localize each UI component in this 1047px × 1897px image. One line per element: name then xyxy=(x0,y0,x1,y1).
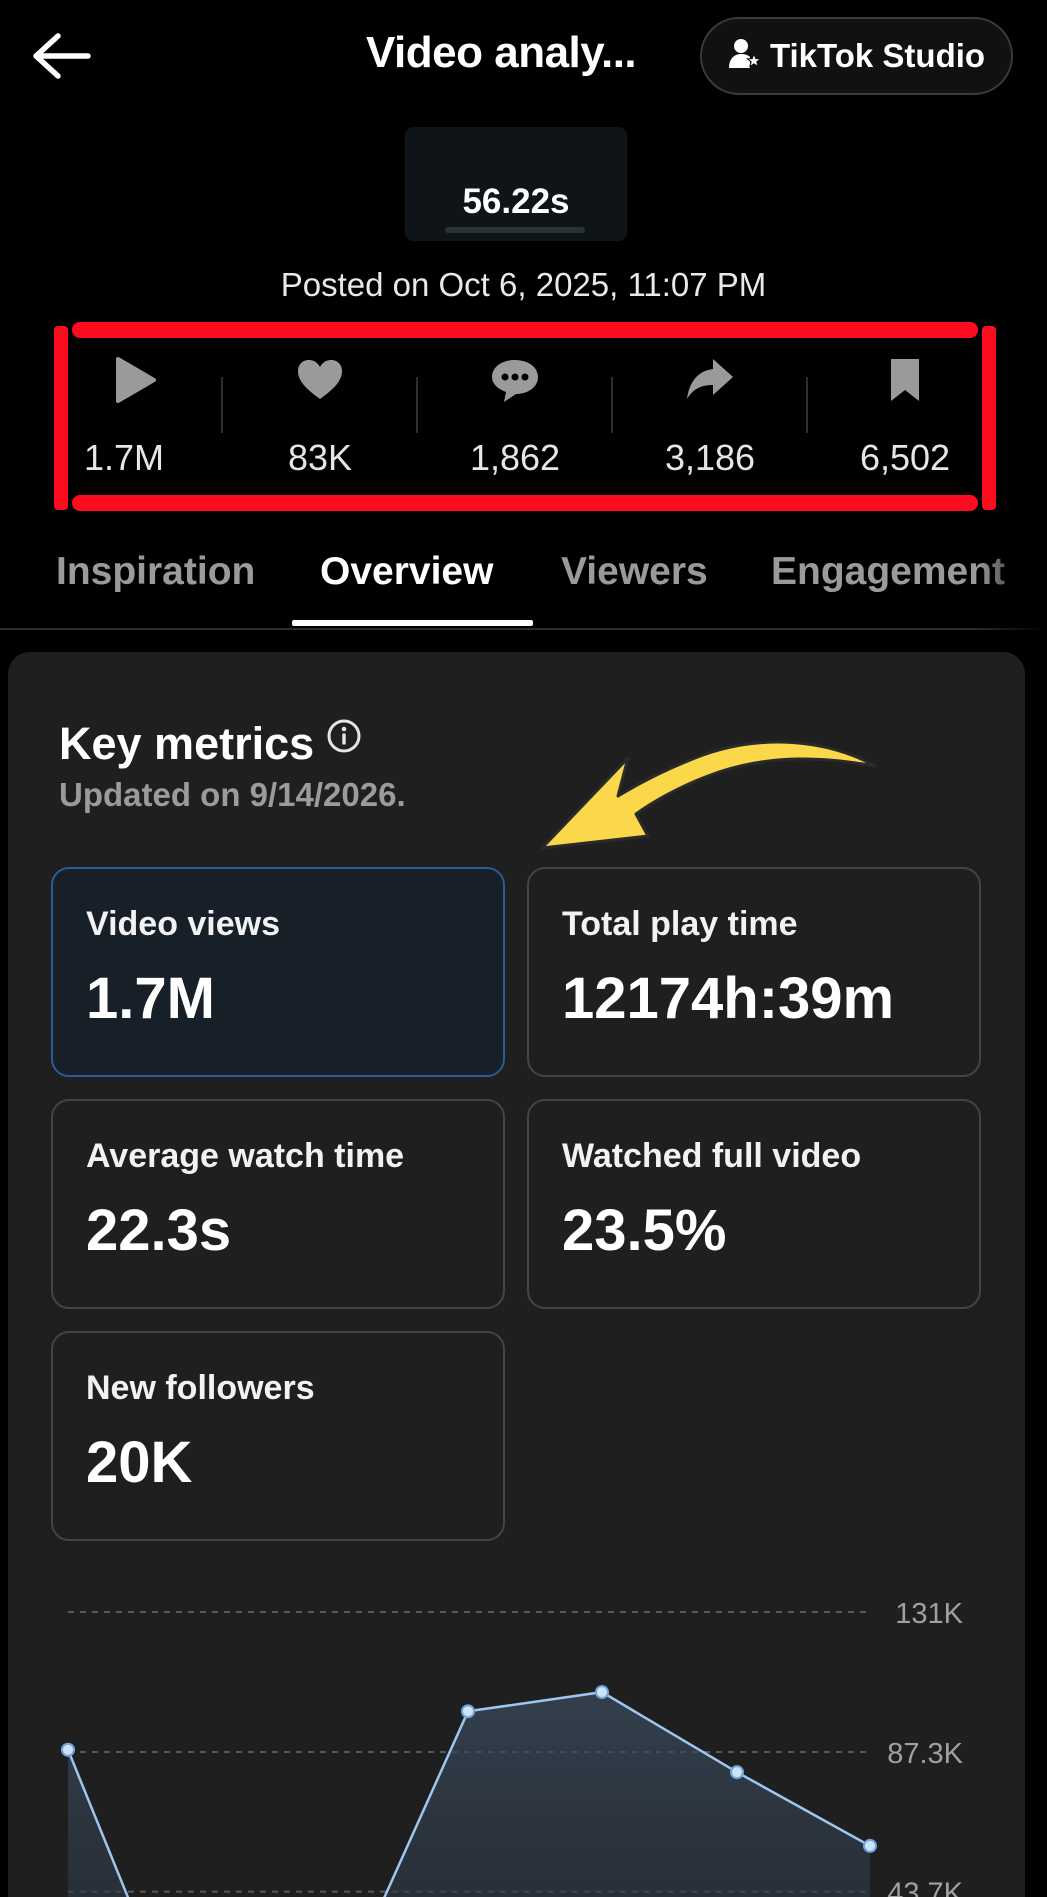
back-arrow-icon[interactable] xyxy=(28,28,92,84)
metric-label: Video views xyxy=(86,905,281,943)
metric-value: 23.5% xyxy=(562,1198,727,1263)
studio-label: TikTok Studio xyxy=(769,37,986,74)
views-chart: 131K 87.3K 43.7K xyxy=(0,1580,1047,1897)
video-duration: 56.22s xyxy=(462,182,570,221)
header: Video analy... TikTok Studio xyxy=(0,0,1047,120)
tab-inspiration[interactable]: Inspiration xyxy=(56,550,256,593)
engagement-stats-row: 1.7M 83K 1,862 3,186 6,502 xyxy=(58,335,983,485)
divider xyxy=(221,377,223,433)
metric-card-total-play-time[interactable]: Total play time 12174h:39m xyxy=(527,867,981,1077)
tab-bar: Inspiration Overview Viewers Engagement xyxy=(0,530,1047,630)
stat-value: 83K xyxy=(287,437,353,478)
chart-y-tick-label: 87.3K xyxy=(887,1738,963,1770)
chart-svg: 131K 87.3K 43.7K xyxy=(61,1598,964,1897)
share-icon xyxy=(685,355,735,405)
posted-date: Posted on Oct 6, 2025, 11:07 PM xyxy=(280,266,767,303)
stat-likes: 83K xyxy=(245,335,395,485)
stat-value: 3,186 xyxy=(664,437,756,478)
divider xyxy=(611,377,613,433)
stat-plays: 1.7M xyxy=(58,335,208,485)
divider xyxy=(416,377,418,433)
metric-card-new-followers[interactable]: New followers 20K xyxy=(51,1331,505,1541)
tab-scroll-fade xyxy=(977,530,1047,630)
metric-value: 12174h:39m xyxy=(562,966,895,1031)
chart-data-point[interactable] xyxy=(61,1742,75,1757)
page-title: Video analy... xyxy=(366,28,637,77)
chart-y-tick-label: 131K xyxy=(895,1598,963,1630)
key-metrics-title: Key metrics xyxy=(59,718,315,769)
highlight-right-border xyxy=(982,326,996,510)
metric-value: 20K xyxy=(86,1430,193,1495)
highlight-bottom-border xyxy=(72,495,978,511)
heart-icon xyxy=(295,355,345,405)
divider xyxy=(806,377,808,433)
yellow-arrow-annotation xyxy=(530,718,890,858)
metric-value: 1.7M xyxy=(86,966,215,1031)
tiktok-studio-button[interactable]: TikTok Studio xyxy=(700,17,1013,95)
chart-data-point[interactable] xyxy=(595,1685,609,1700)
key-metrics-panel: Key metrics Updated on 9/14/2026. Video … xyxy=(8,652,1025,1897)
stat-value: 6,502 xyxy=(859,437,951,478)
active-tab-indicator xyxy=(292,620,533,626)
stat-saves: 6,502 xyxy=(830,335,980,485)
metric-label: Average watch time xyxy=(86,1137,405,1175)
chart-data-point[interactable] xyxy=(461,1704,475,1719)
tab-engagement[interactable]: Engagement xyxy=(771,550,1006,593)
comment-icon xyxy=(490,355,540,405)
chart-area-fill xyxy=(68,1692,870,1897)
updated-date: Updated on 9/14/2026. xyxy=(59,776,406,813)
metric-label: Watched full video xyxy=(562,1137,862,1175)
info-icon[interactable] xyxy=(326,718,362,754)
play-icon xyxy=(108,355,158,405)
stat-shares: 3,186 xyxy=(635,335,785,485)
highlight-top-border xyxy=(72,322,978,338)
metric-label: New followers xyxy=(86,1369,315,1407)
tab-viewers[interactable]: Viewers xyxy=(561,550,708,593)
metric-label: Total play time xyxy=(562,905,798,943)
bookmark-icon xyxy=(880,355,930,405)
chart-data-point[interactable] xyxy=(863,1838,877,1853)
person-star-icon xyxy=(728,37,762,76)
stat-comments: 1,862 xyxy=(440,335,590,485)
stat-value: 1,862 xyxy=(469,437,561,478)
metric-value: 22.3s xyxy=(86,1198,232,1263)
stat-value: 1.7M xyxy=(84,437,165,478)
video-thumbnail[interactable]: 56.22s xyxy=(405,127,627,241)
tab-overview[interactable]: Overview xyxy=(320,550,494,593)
metric-card-video-views[interactable]: Video views 1.7M xyxy=(51,867,505,1077)
highlight-left-border xyxy=(54,326,68,510)
thumbnail-caption-bar xyxy=(445,227,585,233)
chart-data-point[interactable] xyxy=(730,1765,744,1780)
metric-card-watched-full-video[interactable]: Watched full video 23.5% xyxy=(527,1099,981,1309)
chart-y-tick-label: 43.7K xyxy=(887,1878,963,1897)
metric-card-average-watch-time[interactable]: Average watch time 22.3s xyxy=(51,1099,505,1309)
